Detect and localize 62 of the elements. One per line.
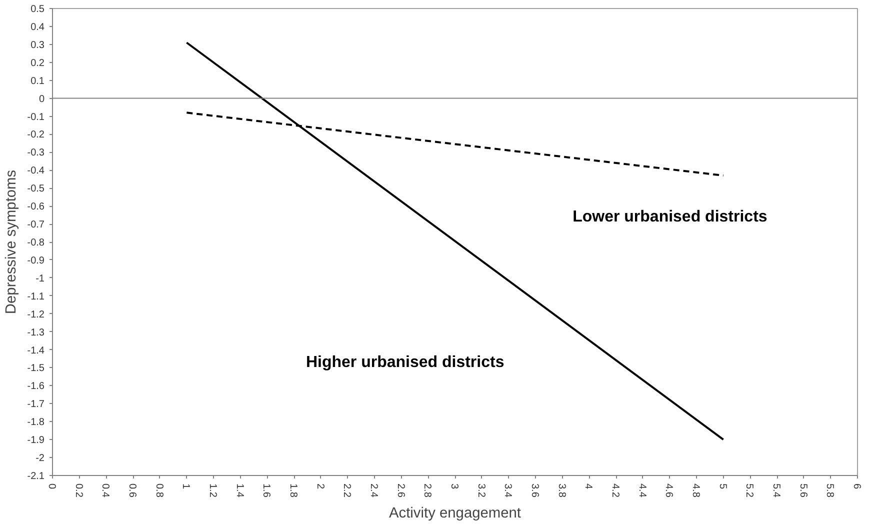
y-tick-label: -1.2 bbox=[27, 309, 45, 320]
y-tick-label: -1.4 bbox=[27, 345, 45, 356]
x-tick-label: 0 bbox=[46, 484, 57, 490]
y-tick-label: -1.9 bbox=[27, 435, 45, 446]
y-tick-label: -1.3 bbox=[27, 327, 45, 338]
x-tick-label: 4.6 bbox=[663, 484, 674, 498]
x-tick-label: 1.4 bbox=[234, 484, 245, 498]
y-tick-label: -0.8 bbox=[27, 238, 45, 248]
y-tick-label: -0.3 bbox=[27, 148, 45, 159]
x-tick-label: 5.6 bbox=[797, 484, 808, 498]
y-tick-label: 0.1 bbox=[30, 76, 45, 87]
x-tick-label: 1.8 bbox=[288, 484, 298, 498]
x-tick-label: 1 bbox=[180, 484, 192, 490]
x-tick-label: 2.6 bbox=[394, 484, 406, 498]
x-tick-label: 4.8 bbox=[690, 484, 701, 498]
y-tick-label: -0.6 bbox=[27, 202, 45, 213]
x-tick-label: 1.6 bbox=[260, 484, 272, 498]
y-tick-label: -1 bbox=[36, 273, 45, 284]
x-tick-label: 3.4 bbox=[502, 484, 514, 498]
x-axis-title: Activity engagement bbox=[389, 505, 521, 522]
x-tick-label: 2 bbox=[314, 484, 326, 490]
x-tick-label: 4.2 bbox=[610, 484, 620, 498]
y-tick-label: 0.5 bbox=[30, 4, 45, 15]
y-tick-label: -0.7 bbox=[27, 220, 45, 231]
x-tick-label: 3.6 bbox=[529, 484, 540, 498]
y-tick-label: 0.2 bbox=[30, 58, 45, 69]
x-tick-label: 5 bbox=[716, 484, 728, 490]
y-tick-label: -0.5 bbox=[27, 184, 45, 195]
y-tick-label: -1.7 bbox=[27, 399, 45, 410]
x-tick-label: 3.2 bbox=[475, 484, 486, 498]
x-tick-label: 6 bbox=[851, 484, 862, 490]
x-tick-label: 4.4 bbox=[636, 484, 648, 498]
x-tick-label: 4 bbox=[582, 484, 594, 490]
x-tick-label: 3.8 bbox=[556, 484, 567, 498]
x-tick-label: 0.8 bbox=[153, 484, 164, 498]
x-tick-label: 3 bbox=[448, 484, 460, 490]
y-tick-label: 0.4 bbox=[30, 22, 45, 33]
y-tick-label: -2.1 bbox=[27, 471, 45, 482]
annotation: Lower urbanised districts bbox=[572, 208, 768, 226]
y-tick-label: 0 bbox=[38, 94, 45, 105]
y-tick-label: -0.2 bbox=[27, 130, 45, 141]
y-tick-label: -1.8 bbox=[27, 417, 45, 428]
y-tick-label: -1.1 bbox=[27, 291, 45, 302]
y-tick-label: 0.3 bbox=[30, 40, 45, 51]
x-tick-label: 2.4 bbox=[368, 484, 379, 498]
y-tick-label: -2 bbox=[36, 453, 45, 464]
x-tick-label: 5.2 bbox=[744, 484, 755, 498]
x-tick-label: 0.4 bbox=[100, 484, 111, 498]
y-tick-label: -0.1 bbox=[27, 112, 45, 123]
x-tick-label: 2.8 bbox=[422, 484, 433, 498]
y-tick-label: -1.6 bbox=[27, 381, 45, 392]
x-tick-label: 0.2 bbox=[72, 484, 84, 498]
x-tick-label: 1.2 bbox=[207, 484, 218, 498]
y-tick-label: -0.4 bbox=[27, 166, 45, 177]
x-tick-label: 5.8 bbox=[824, 484, 836, 498]
y-tick-label: -0.9 bbox=[27, 255, 45, 266]
x-tick-label: 2.2 bbox=[341, 484, 352, 498]
annotation: Higher urbanised districts bbox=[306, 354, 504, 371]
y-axis-title: Depressive symptoms bbox=[3, 170, 20, 314]
x-tick-label: 5.4 bbox=[770, 484, 782, 498]
y-tick-label: -1.5 bbox=[27, 363, 45, 374]
x-tick-label: 0.6 bbox=[126, 484, 138, 498]
